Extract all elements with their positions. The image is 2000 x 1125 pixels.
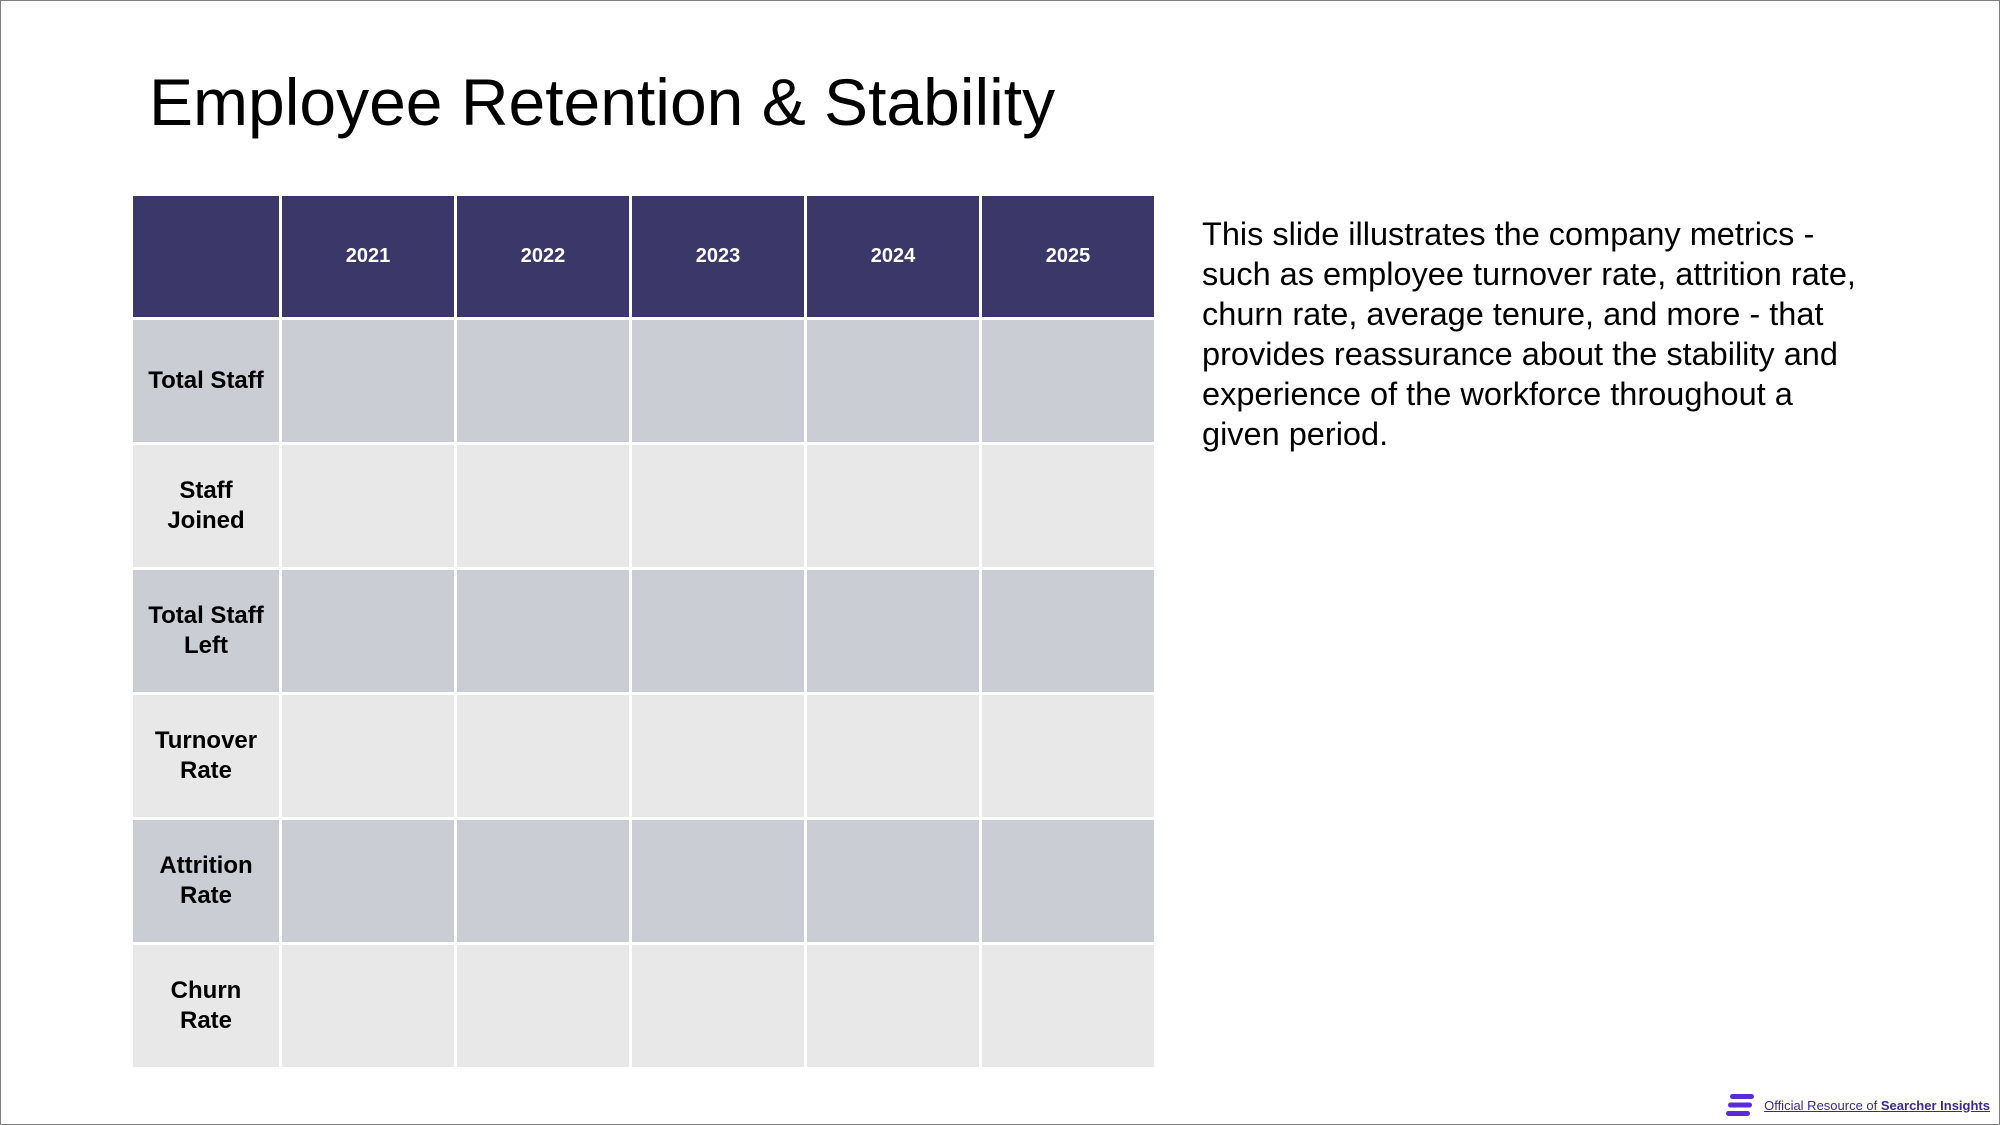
year-header: 2023 bbox=[632, 196, 804, 317]
table-cell bbox=[982, 570, 1154, 692]
footer-brand: Searcher Insights bbox=[1880, 1097, 1990, 1113]
table-cell bbox=[457, 570, 629, 692]
metrics-table: 2021 2022 2023 2024 2025 Total Staff Sta… bbox=[130, 193, 1157, 1070]
table-cell bbox=[632, 945, 804, 1067]
table-header-row: 2021 2022 2023 2024 2025 bbox=[133, 196, 1154, 317]
table-cell bbox=[807, 320, 979, 442]
table-row-attrition-rate: Attrition Rate bbox=[133, 820, 1154, 942]
row-label: Churn Rate bbox=[133, 945, 279, 1067]
table-cell bbox=[282, 945, 454, 1067]
table-cell bbox=[282, 445, 454, 567]
footer-prefix: Official Resource of bbox=[1764, 1097, 1881, 1113]
table-cell bbox=[982, 820, 1154, 942]
table-row-churn-rate: Churn Rate bbox=[133, 945, 1154, 1067]
table-cell bbox=[457, 445, 629, 567]
table-cell bbox=[282, 695, 454, 817]
table-cell bbox=[982, 945, 1154, 1067]
table-cell bbox=[632, 320, 804, 442]
table-cell bbox=[282, 820, 454, 942]
row-label: Staff Joined bbox=[133, 445, 279, 567]
table-cell bbox=[457, 320, 629, 442]
table-cell bbox=[807, 445, 979, 567]
footer-credit-link[interactable]: Official Resource of Searcher Insights bbox=[1764, 1098, 1990, 1113]
table-row-total-staff: Total Staff bbox=[133, 320, 1154, 442]
footer-credit: Official Resource of Searcher Insights bbox=[1726, 1093, 1990, 1117]
slide-title: Employee Retention & Stability bbox=[149, 65, 1056, 139]
table-row-total-staff-left: Total Staff Left bbox=[133, 570, 1154, 692]
row-label: Total Staff Left bbox=[133, 570, 279, 692]
year-header: 2024 bbox=[807, 196, 979, 317]
table-cell bbox=[457, 820, 629, 942]
table-cell bbox=[982, 445, 1154, 567]
table-cell bbox=[282, 570, 454, 692]
table-cell bbox=[457, 695, 629, 817]
table-cell bbox=[807, 570, 979, 692]
table-cell bbox=[457, 945, 629, 1067]
table-cell bbox=[807, 820, 979, 942]
table-cell bbox=[632, 445, 804, 567]
table-row-turnover-rate: Turnover Rate bbox=[133, 695, 1154, 817]
table-cell bbox=[632, 570, 804, 692]
table-cell bbox=[807, 945, 979, 1067]
table-cell bbox=[632, 820, 804, 942]
slide-description: This slide illustrates the company metri… bbox=[1202, 216, 1856, 452]
table-cell bbox=[807, 695, 979, 817]
table-cell bbox=[632, 695, 804, 817]
year-header: 2021 bbox=[282, 196, 454, 317]
stacked-bars-logo-icon bbox=[1726, 1094, 1755, 1116]
table-row-staff-joined: Staff Joined bbox=[133, 445, 1154, 567]
row-label: Attrition Rate bbox=[133, 820, 279, 942]
table-cell bbox=[282, 320, 454, 442]
row-label: Total Staff bbox=[133, 320, 279, 442]
corner-cell bbox=[133, 196, 279, 317]
table-cell bbox=[982, 320, 1154, 442]
year-header: 2022 bbox=[457, 196, 629, 317]
table-cell bbox=[982, 695, 1154, 817]
row-label: Turnover Rate bbox=[133, 695, 279, 817]
year-header: 2025 bbox=[982, 196, 1154, 317]
